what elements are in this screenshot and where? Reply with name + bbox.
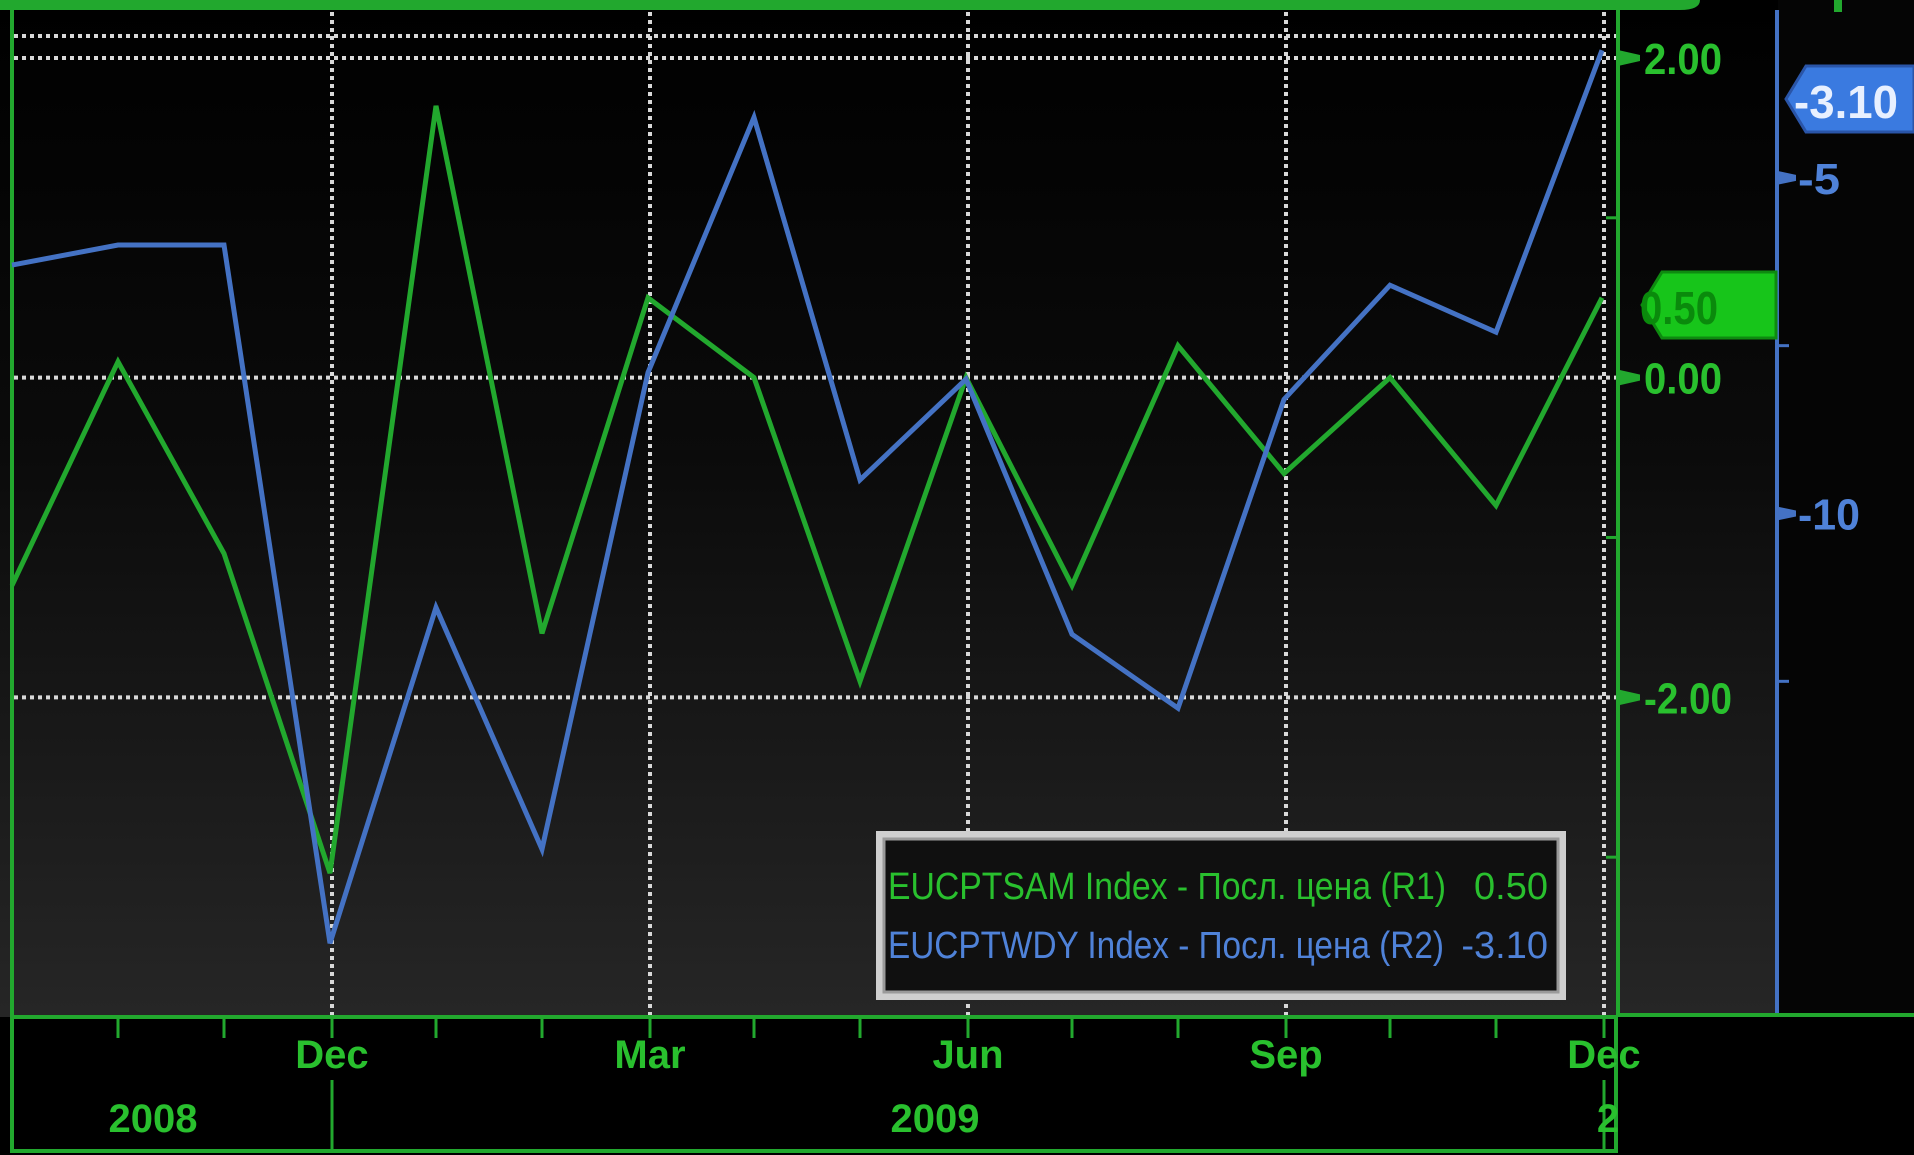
axis-r2-tick-label-1: -10: [1798, 491, 1860, 540]
x-axis-ticks: Dec Mar Jun Sep Dec 2008 2009 2: [109, 1019, 1641, 1150]
x-month-label-3: Sep: [1249, 1033, 1322, 1077]
legend-item-2-value: -3.10: [1461, 925, 1548, 967]
axis-r2-tick-1: [1777, 506, 1796, 521]
last-value-marker-r1: 0.50: [1640, 270, 1778, 340]
axis-r1-tick-0: [1618, 49, 1640, 66]
axis-r1-background: [1620, 0, 1775, 1017]
series-line-2: [11, 49, 1605, 944]
x-month-label-4: Dec: [1567, 1033, 1640, 1077]
last-value-marker-r2: -3.10: [1784, 64, 1914, 134]
legend-item-2-name: EUCPTWDY Index - Посл. цена (R2): [888, 925, 1444, 967]
x-year-label-1: 2009: [891, 1097, 980, 1141]
last-value-label-r2: -3.10: [1794, 76, 1898, 128]
x-month-label-1: Mar: [614, 1033, 685, 1077]
x-month-label-2: Jun: [932, 1033, 1003, 1077]
top-frame: [0, 0, 1700, 10]
x-axis-frame: [10, 1015, 1618, 1153]
x-year-label-2: 2: [1597, 1097, 1619, 1141]
axis-r1-tick-2: [1618, 689, 1640, 706]
axis-r2-background: [1778, 0, 1914, 1017]
axis-r2-tick-0: [1777, 170, 1796, 185]
axis-r2-tick-label-0: -5: [1798, 155, 1840, 204]
series-line-1: [9, 105, 1605, 874]
x-axis-background: [0, 1017, 1914, 1155]
series-layer: [9, 49, 1605, 944]
axis-r2-ticks: -5 -10: [1777, 155, 1860, 683]
axis-r1-ticks: 2.00 0.00 -2.00: [1606, 35, 1732, 859]
legend: EUCPTSAM Index - Посл. цена (R1) 0.50 EU…: [876, 831, 1566, 1000]
axis-r1-tick-1: [1618, 369, 1640, 386]
top-frame-right: [1834, 0, 1842, 12]
last-value-label-r1: 0.50: [1640, 282, 1718, 334]
legend-item-1-name: EUCPTSAM Index - Посл. цена (R1): [888, 866, 1446, 908]
axis-r1-tick-label-1: 0.00: [1644, 355, 1722, 404]
x-month-label-0: Dec: [295, 1033, 368, 1077]
x-year-label-0: 2008: [109, 1097, 198, 1141]
axis-r1-tick-label-0: 2.00: [1644, 35, 1722, 84]
axis-r1-tick-label-2: -2.00: [1644, 674, 1732, 723]
legend-frame-inner: [882, 837, 1560, 994]
left-frame: [10, 10, 14, 1017]
legend-item-1-value: 0.50: [1474, 866, 1548, 908]
